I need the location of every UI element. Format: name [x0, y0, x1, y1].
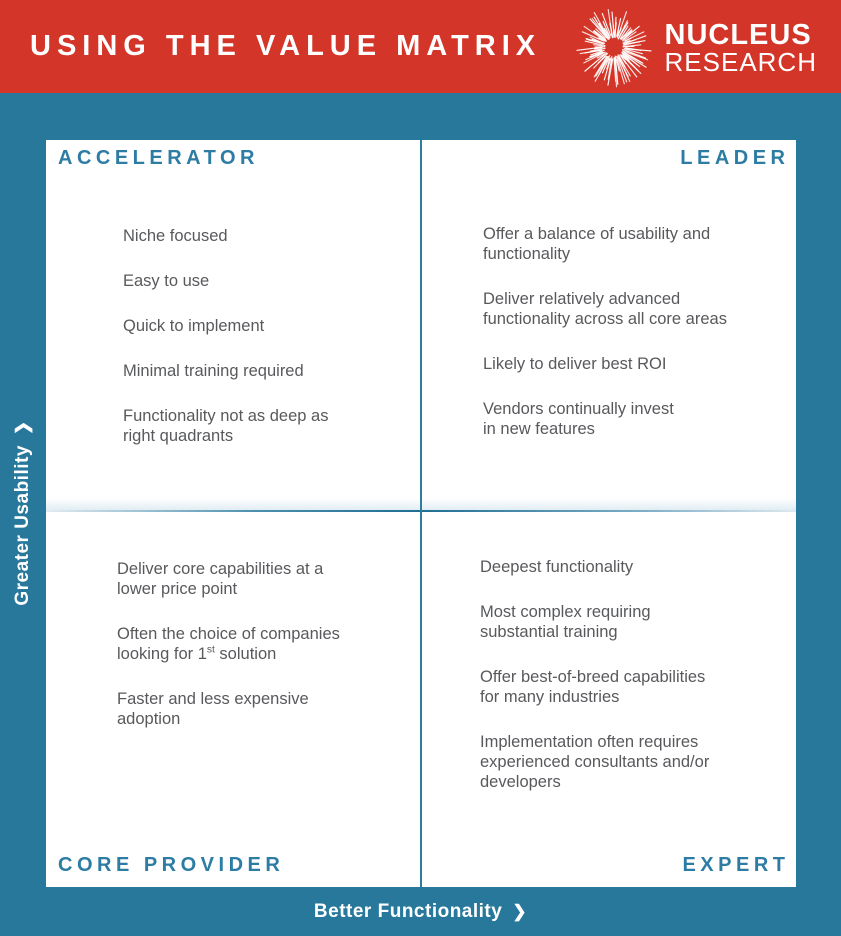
bullet-line: Vendors continually invest — [483, 400, 674, 418]
bullet-item: Offer a balance of usability and functio… — [483, 224, 783, 264]
quadrant-label-leader: LEADER — [680, 147, 790, 169]
bullet-item: Faster and less expensive adoption — [117, 689, 417, 729]
bullet-text-pre: looking for 1 — [117, 645, 207, 663]
bullet-line: lower price point — [117, 580, 238, 598]
starburst-icon — [575, 8, 652, 87]
superscript-ordinal: st — [206, 644, 215, 656]
bullet-item: Likely to deliver best ROI — [483, 354, 783, 374]
bullet-line: developers — [480, 773, 561, 791]
bullet-line: Minimal training required — [123, 362, 304, 380]
nucleus-research-logo: NUCLEUS RESEARCH — [571, 0, 817, 93]
bullet-text-post: solution — [214, 645, 277, 663]
bullet-line: Often the choice of companies — [117, 625, 340, 643]
bullet-item: Functionality not as deep as right quadr… — [123, 406, 393, 446]
page-title: USING THE VALUE MATRIX — [30, 30, 542, 62]
value-matrix-panel: ACCELERATOR Niche focused Easy to use Qu… — [46, 140, 796, 887]
bullet-line: Easy to use — [123, 272, 210, 290]
bullet-item: Deepest functionality — [480, 557, 785, 577]
bullet-line: Likely to deliver best ROI — [483, 355, 667, 373]
bullet-line: Deliver relatively advanced — [483, 290, 681, 308]
quadrant-accelerator-items: Niche focused Easy to use Quick to imple… — [123, 226, 393, 446]
bullet-line: functionality — [483, 245, 571, 263]
bullet-item: Most complex requiring substantial train… — [480, 602, 785, 642]
up-arrow-icon: ❯ — [13, 420, 32, 436]
bullet-line: Deepest functionality — [480, 558, 634, 576]
bullet-line: functionality across all core areas — [483, 310, 727, 328]
bullet-line: Most complex requiring — [480, 603, 651, 621]
quadrant-label-expert: EXPERT — [682, 854, 790, 876]
x-axis-label: Better Functionality ❯ — [0, 901, 841, 923]
bullet-item: Vendors continually invest in new featur… — [483, 399, 783, 439]
quadrant-label-core-provider: CORE PROVIDER — [58, 854, 285, 876]
quadrant-label-accelerator: ACCELERATOR — [58, 147, 259, 169]
bullet-item: Offer best-of-breed capabilities for man… — [480, 667, 785, 707]
header-bar: USING THE VALUE MATRIX NUCLEUS RESEARCH — [0, 0, 841, 93]
bullet-item: Niche focused — [123, 226, 393, 246]
bullet-line: experienced consultants and/or — [480, 753, 710, 771]
bullet-line: Niche focused — [123, 227, 228, 245]
bullet-item: Often the choice of companies looking fo… — [117, 624, 417, 664]
bullet-line: looking for 1st solution — [117, 644, 417, 664]
bullet-line: Offer best-of-breed capabilities — [480, 668, 706, 686]
bullet-line: Quick to implement — [123, 317, 265, 335]
logo-wordmark-line1: NUCLEUS — [664, 18, 812, 51]
quadrant-core-provider-items: Deliver core capabilities at a lower pri… — [117, 559, 417, 729]
y-axis-label: Greater Usability ❯ — [12, 420, 34, 605]
bullet-item: Implementation often requires experience… — [480, 732, 785, 792]
bullet-line: Offer a balance of usability and — [483, 225, 711, 243]
bullet-line: Functionality not as deep as — [123, 407, 329, 425]
bullet-line: Implementation often requires — [480, 733, 699, 751]
bullet-line: in new features — [483, 420, 595, 438]
bullet-item: Quick to implement — [123, 316, 393, 336]
logo-wordmark: NUCLEUS RESEARCH — [664, 18, 817, 77]
right-arrow-icon: ❯ — [512, 902, 528, 921]
bullet-line: Faster and less expensive — [117, 690, 309, 708]
quadrant-expert-items: Deepest functionality Most complex requi… — [480, 557, 785, 792]
quadrant-leader-items: Offer a balance of usability and functio… — [483, 224, 783, 439]
bullet-item: Deliver core capabilities at a lower pri… — [117, 559, 417, 599]
y-axis-label-text: Greater Usability — [12, 445, 33, 606]
vertical-axis-line — [420, 140, 422, 887]
logo-wordmark-line2: RESEARCH — [664, 46, 817, 77]
bullet-item: Deliver relatively advanced functionalit… — [483, 289, 783, 329]
bullet-line: Deliver core capabilities at a — [117, 560, 324, 578]
bullet-line: substantial training — [480, 623, 618, 641]
bullet-line: right quadrants — [123, 427, 234, 445]
bullet-line: adoption — [117, 710, 181, 728]
bullet-item: Easy to use — [123, 271, 393, 291]
bullet-line: for many industries — [480, 688, 620, 706]
x-axis-label-text: Better Functionality — [313, 901, 503, 922]
bullet-item: Minimal training required — [123, 361, 393, 381]
